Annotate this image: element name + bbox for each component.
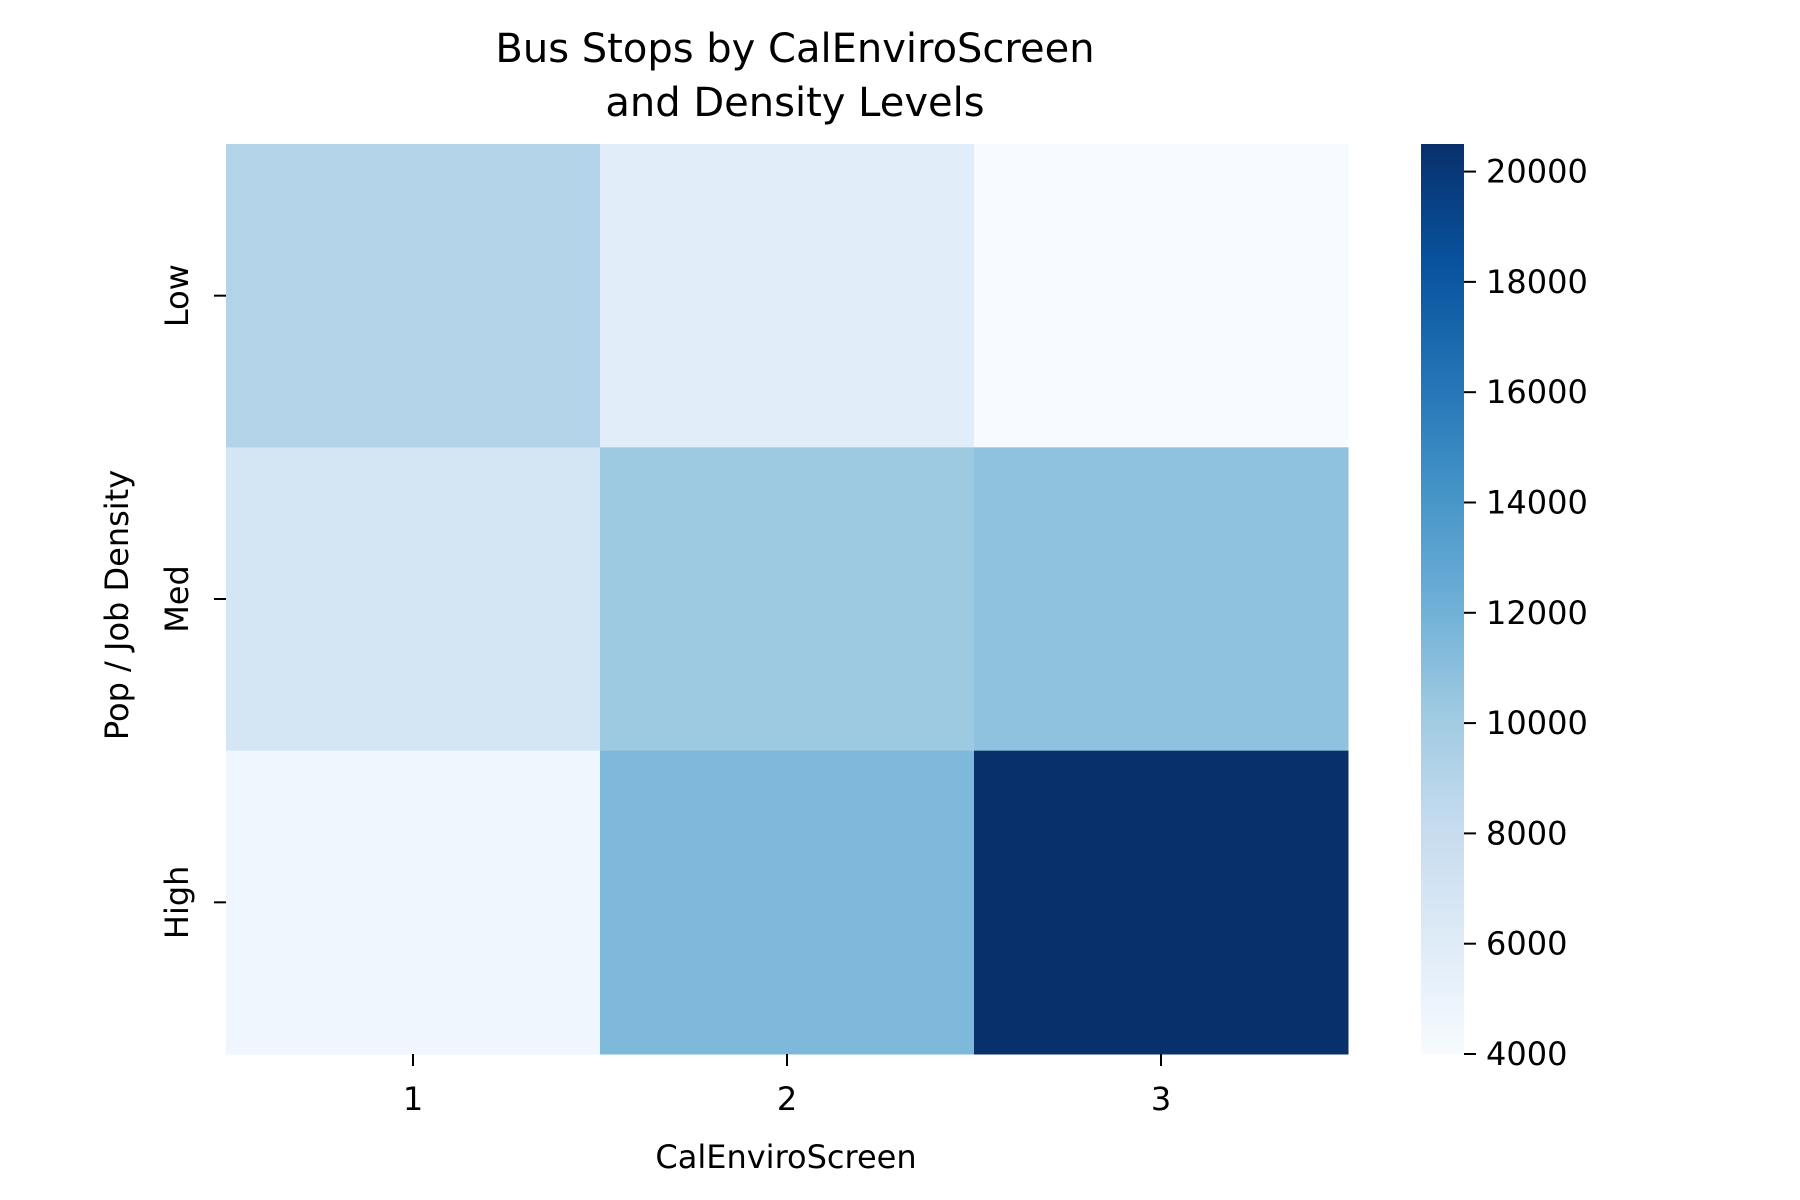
heatmap-cell-high-1	[226, 750, 601, 1055]
heatmap-cell-med-3	[974, 447, 1349, 752]
colorbar-tick-label: 10000	[1486, 704, 1588, 742]
heatmap-cell-high-3	[974, 750, 1349, 1055]
colorbar-tick-label: 4000	[1486, 1035, 1567, 1073]
y-axis-ticks: Low Med High	[158, 264, 226, 939]
colorbar-tick-label: 20000	[1486, 153, 1588, 191]
x-axis-label: CalEnviroScreen	[655, 1138, 916, 1176]
chart-title-line-1: Bus Stops by CalEnviroScreen	[495, 26, 1094, 72]
heatmap-cells	[226, 144, 1349, 1055]
x-tick-label: 1	[403, 1080, 423, 1118]
heatmap-cell-high-2	[600, 750, 975, 1055]
colorbar	[1421, 144, 1464, 1054]
colorbar-tick-label: 12000	[1486, 594, 1588, 632]
colorbar-tick-label: 18000	[1486, 263, 1588, 301]
chart-title-line-2: and Density Levels	[605, 80, 984, 126]
colorbar-tick-label: 8000	[1486, 814, 1567, 852]
heatmap-cell-low-1	[226, 144, 601, 448]
x-tick-label: 3	[1151, 1080, 1171, 1118]
colorbar-tick-label: 6000	[1486, 925, 1567, 963]
y-tick-label: Med	[158, 565, 196, 633]
heatmap-cell-med-2	[600, 447, 975, 752]
heatmap-cell-low-3	[974, 144, 1349, 448]
x-tick-label: 2	[777, 1080, 797, 1118]
y-axis-label: Pop / Job Density	[98, 470, 136, 740]
heatmap-cell-low-2	[600, 144, 975, 448]
colorbar-tick-label: 16000	[1486, 373, 1588, 411]
colorbar-tick-label: 14000	[1486, 483, 1588, 521]
heatmap-cell-med-1	[226, 447, 601, 752]
y-tick-label: Low	[158, 264, 196, 327]
x-axis-ticks: 1 2 3	[403, 1054, 1171, 1118]
colorbar-ticks: 4000 6000 8000 10000 12000 14000 16000 18000 200…	[1464, 153, 1588, 1073]
y-tick-label: High	[158, 866, 196, 940]
